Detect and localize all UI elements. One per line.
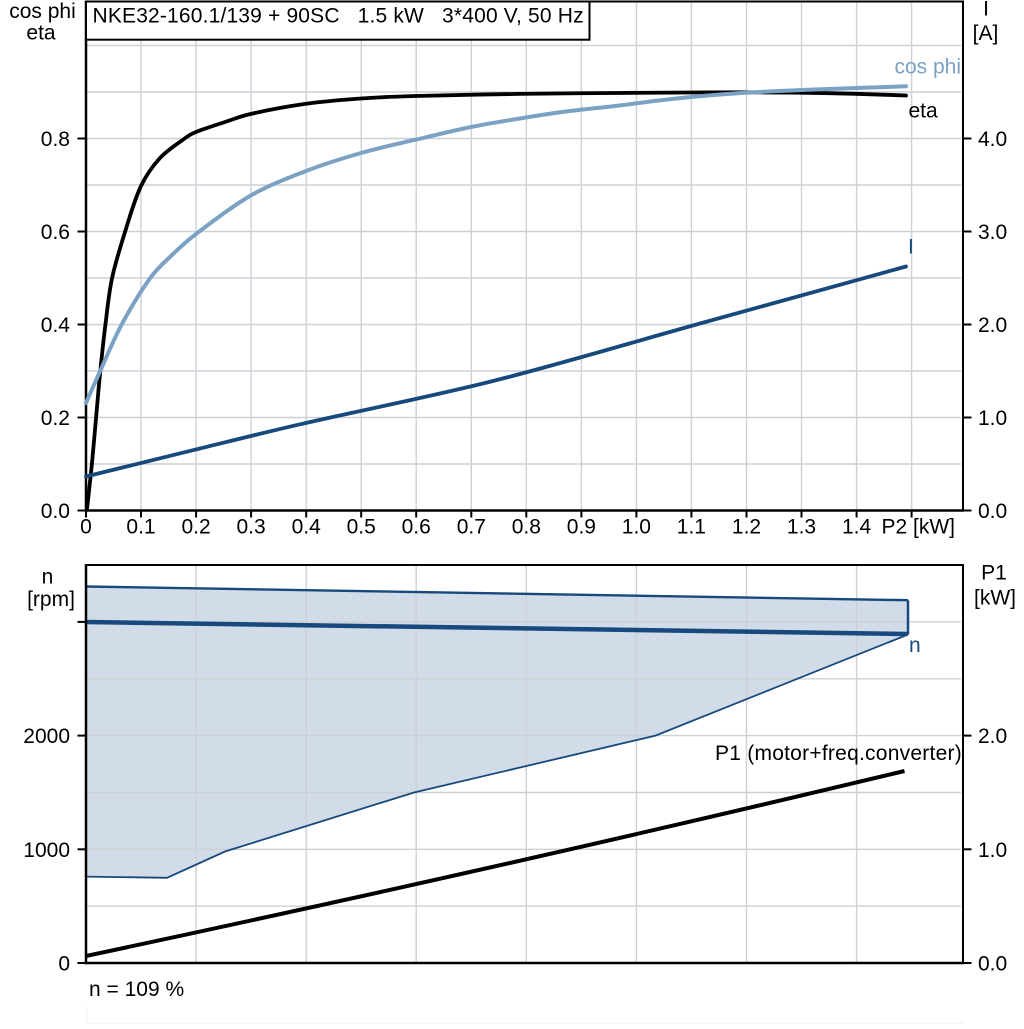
svg-text:P1: P1 <box>981 562 1007 585</box>
svg-text:P1 (motor+freq.converter): P1 (motor+freq.converter) <box>715 742 962 765</box>
svg-text:4.0: 4.0 <box>978 128 1007 151</box>
svg-text:0: 0 <box>58 953 70 976</box>
svg-text:eta: eta <box>26 22 56 45</box>
svg-text:2.0: 2.0 <box>978 314 1007 337</box>
svg-text:0.2: 0.2 <box>181 516 210 539</box>
svg-text:0.3: 0.3 <box>236 516 265 539</box>
svg-text:1.0: 1.0 <box>622 516 651 539</box>
svg-text:0.6: 0.6 <box>41 221 70 244</box>
svg-text:1.1: 1.1 <box>677 516 706 539</box>
svg-text:1.4: 1.4 <box>842 516 872 539</box>
svg-text:n = 109 %: n = 109 % <box>89 978 184 1001</box>
svg-text:1.0: 1.0 <box>978 839 1007 862</box>
svg-text:1.2: 1.2 <box>732 516 761 539</box>
svg-text:0.0: 0.0 <box>41 500 70 523</box>
svg-text:0.9: 0.9 <box>567 516 596 539</box>
svg-text:1.0: 1.0 <box>978 407 1007 430</box>
svg-text:1000: 1000 <box>23 839 70 862</box>
svg-text:cos phi: cos phi <box>894 56 961 79</box>
svg-text:0.8: 0.8 <box>41 128 70 151</box>
svg-text:n: n <box>909 634 921 657</box>
svg-text:I: I <box>908 236 914 259</box>
svg-text:0.0: 0.0 <box>978 953 1007 976</box>
svg-text:NKE32-160.1/139 + 90SC 1.5 k: NKE32-160.1/139 + 90SC 1.5 kW 3*400 V, 5… <box>93 5 584 28</box>
svg-text:eta: eta <box>909 100 939 123</box>
svg-text:0.1: 0.1 <box>126 516 155 539</box>
svg-text:1.3: 1.3 <box>787 516 816 539</box>
svg-text:0.5: 0.5 <box>347 516 376 539</box>
svg-text:P2 [kW]: P2 [kW] <box>882 516 956 539</box>
svg-text:[rpm]: [rpm] <box>27 588 75 611</box>
svg-text:2.0: 2.0 <box>978 725 1007 748</box>
svg-text:0.4: 0.4 <box>41 314 71 337</box>
svg-text:0.2: 0.2 <box>41 407 70 430</box>
svg-text:0.7: 0.7 <box>457 516 486 539</box>
svg-text:0.4: 0.4 <box>292 516 322 539</box>
svg-text:3.0: 3.0 <box>978 221 1007 244</box>
svg-text:I: I <box>983 0 989 21</box>
svg-text:0.6: 0.6 <box>402 516 431 539</box>
svg-text:n: n <box>42 566 54 589</box>
svg-text:[kW]: [kW] <box>974 587 1016 610</box>
svg-text:[A]: [A] <box>973 22 999 45</box>
svg-text:cos phi: cos phi <box>9 0 76 23</box>
svg-text:0.8: 0.8 <box>512 516 541 539</box>
svg-text:0.0: 0.0 <box>978 500 1007 523</box>
svg-text:2000: 2000 <box>23 725 70 748</box>
svg-text:0: 0 <box>80 516 92 539</box>
